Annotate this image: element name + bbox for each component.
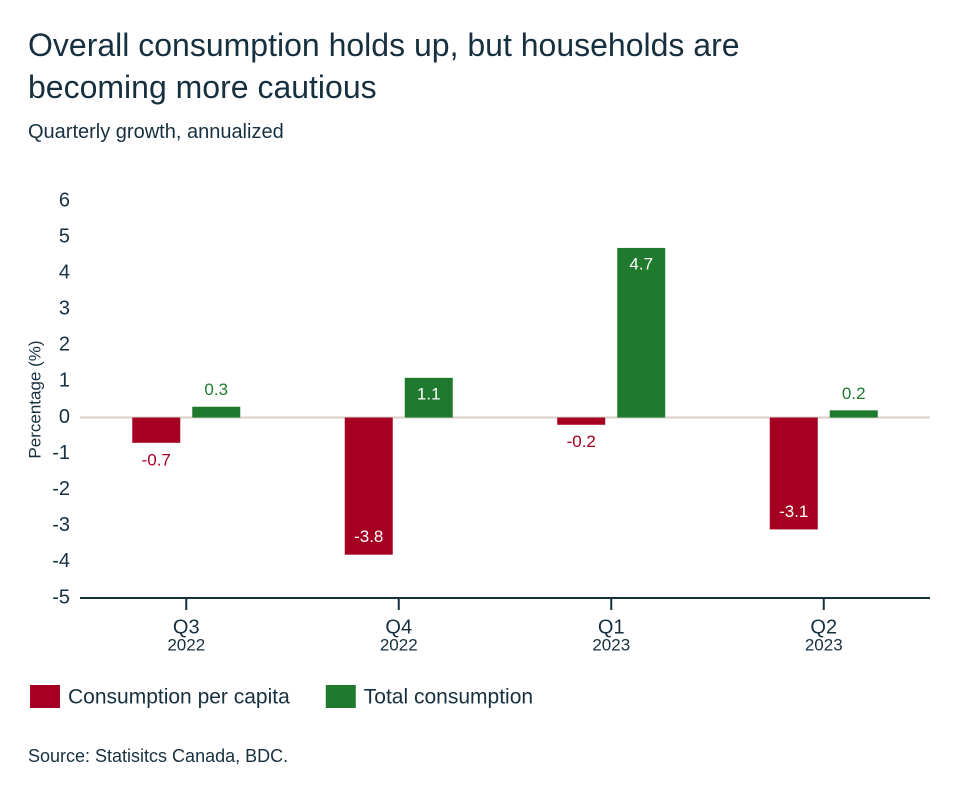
- y-tick-label: -4: [52, 550, 70, 572]
- x-tick-label: Q1: [598, 616, 625, 638]
- y-tick-label: 1: [59, 370, 70, 392]
- y-tick-label: 3: [59, 298, 70, 320]
- x-tick-label: 2022: [167, 635, 205, 654]
- legend-swatch: [325, 685, 356, 708]
- y-tick-label: -5: [52, 586, 70, 608]
- bar: [829, 410, 878, 418]
- bar: [132, 417, 181, 443]
- y-axis-label: Percentage (%): [25, 340, 44, 458]
- y-tick-label: -2: [52, 478, 70, 500]
- y-tick-label: -3: [52, 514, 70, 536]
- x-tick-label: 2023: [805, 635, 843, 654]
- legend-label: Consumption per capita: [68, 686, 290, 709]
- value-label: 4.7: [629, 254, 653, 273]
- bar: [192, 406, 241, 418]
- value-label: 0.2: [842, 384, 866, 403]
- y-tick-label: 4: [59, 261, 70, 283]
- bar: [344, 417, 393, 555]
- x-tick-label: Q3: [173, 616, 200, 638]
- bar: [769, 417, 818, 530]
- x-tick-label: 2022: [380, 635, 418, 654]
- legend-swatch: [30, 685, 60, 708]
- value-label: -0.7: [142, 450, 171, 469]
- x-tick-label: Q4: [385, 616, 412, 638]
- x-tick-label: Q2: [810, 616, 837, 638]
- value-label: -3.8: [354, 527, 383, 546]
- x-tick-label: 2023: [592, 635, 630, 654]
- chart-title: Overall consumption holds up, but househ…: [28, 27, 740, 105]
- value-label: -3.1: [779, 502, 808, 521]
- y-tick-label: 5: [59, 225, 70, 247]
- chart-subtitle: Quarterly growth, annualized: [28, 121, 284, 143]
- value-label: -0.2: [567, 432, 596, 451]
- value-label: 0.3: [204, 380, 228, 399]
- y-tick-label: -1: [52, 442, 70, 464]
- bar: [404, 377, 453, 418]
- bar: [617, 247, 666, 418]
- legend-label: Total consumption: [364, 686, 533, 709]
- source-note: Source: Statisitcs Canada, BDC.: [28, 746, 289, 766]
- bar: [557, 417, 606, 425]
- value-label: 1.1: [417, 384, 441, 403]
- y-tick-label: 0: [59, 406, 70, 428]
- y-tick-label: 6: [59, 189, 70, 211]
- y-tick-label: 2: [59, 334, 70, 356]
